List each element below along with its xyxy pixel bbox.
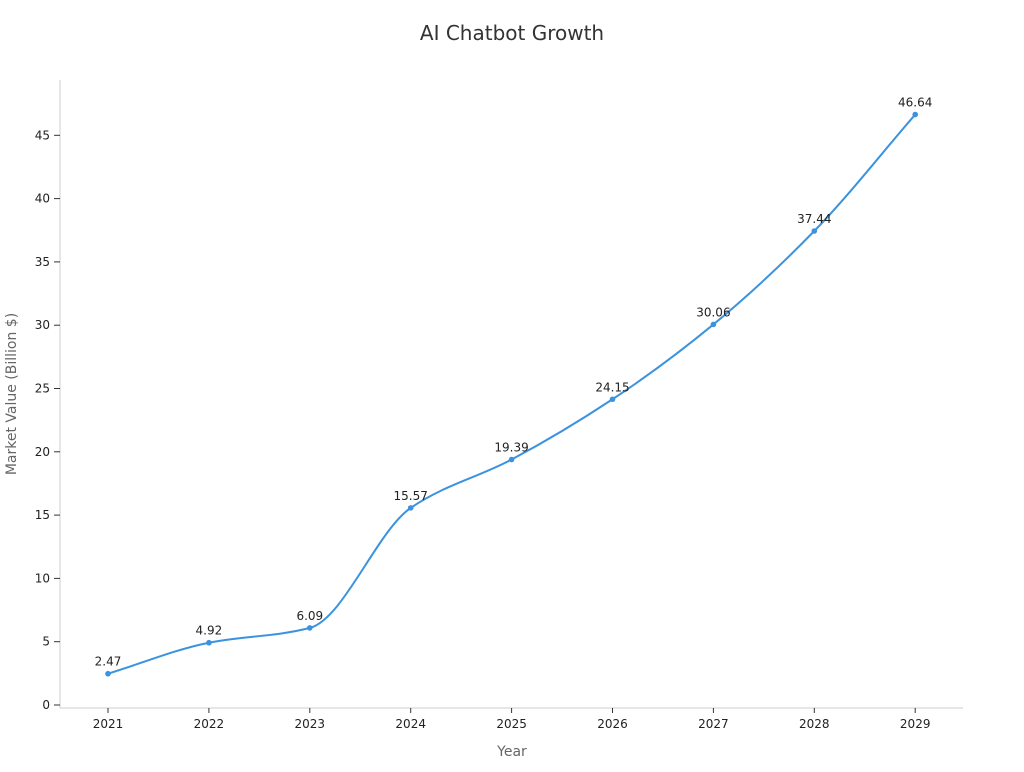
x-tick-label: 2028 bbox=[799, 717, 830, 731]
axes bbox=[59, 80, 963, 709]
y-tick-label: 5 bbox=[42, 635, 50, 649]
x-tick-label: 2022 bbox=[194, 717, 225, 731]
data-label: 24.15 bbox=[595, 380, 629, 394]
series-line bbox=[107, 113, 916, 675]
x-tick-label: 2027 bbox=[698, 717, 729, 731]
data-label: 6.09 bbox=[296, 609, 323, 623]
data-point bbox=[307, 625, 313, 631]
data-point bbox=[609, 396, 616, 403]
data-labels: 2.47 4.92 6.09 15.57 19.39 24.15 30.06 37.44 46.… bbox=[95, 96, 933, 669]
data-point bbox=[206, 639, 212, 646]
data-point bbox=[710, 321, 717, 328]
data-points bbox=[105, 111, 918, 677]
y-tick-label: 25 bbox=[35, 382, 50, 396]
x-tick-label: 2026 bbox=[597, 717, 628, 731]
y-axis-title: Market Value (Billion $) bbox=[4, 313, 20, 475]
data-label: 4.92 bbox=[196, 624, 223, 638]
y-tick-label: 35 bbox=[35, 255, 50, 269]
y-tick-label: 10 bbox=[35, 571, 50, 585]
data-point bbox=[912, 111, 918, 118]
x-tick-label: 2023 bbox=[295, 717, 326, 731]
data-point bbox=[811, 228, 818, 234]
x-axis-title: Year bbox=[496, 744, 527, 760]
data-point bbox=[407, 505, 414, 511]
data-label: 15.57 bbox=[394, 489, 428, 503]
data-point bbox=[105, 670, 111, 677]
x-tick-label: 2025 bbox=[496, 717, 527, 731]
y-tick-label: 15 bbox=[35, 508, 50, 522]
data-label: 37.44 bbox=[797, 212, 831, 226]
y-axis-ticks: 0 5 10 15 20 25 30 35 40 45 bbox=[35, 128, 60, 712]
x-axis-ticks: 2021 2022 2023 2024 2025 2026 2027 2028 2029 bbox=[93, 708, 931, 731]
chart-title: AI Chatbot Growth bbox=[420, 21, 604, 45]
data-label: 19.39 bbox=[494, 441, 528, 455]
y-tick-label: 30 bbox=[35, 318, 50, 332]
x-tick-label: 2029 bbox=[900, 717, 931, 731]
x-tick-label: 2024 bbox=[395, 717, 426, 731]
y-tick-label: 20 bbox=[35, 445, 50, 459]
y-tick-label: 40 bbox=[35, 192, 50, 206]
y-tick-label: 0 bbox=[42, 698, 50, 712]
data-label: 2.47 bbox=[95, 655, 122, 669]
x-tick-label: 2021 bbox=[93, 717, 124, 731]
y-tick-label: 45 bbox=[35, 128, 50, 142]
data-label: 46.64 bbox=[898, 96, 932, 110]
data-label: 30.06 bbox=[696, 305, 730, 319]
data-point bbox=[508, 456, 515, 463]
